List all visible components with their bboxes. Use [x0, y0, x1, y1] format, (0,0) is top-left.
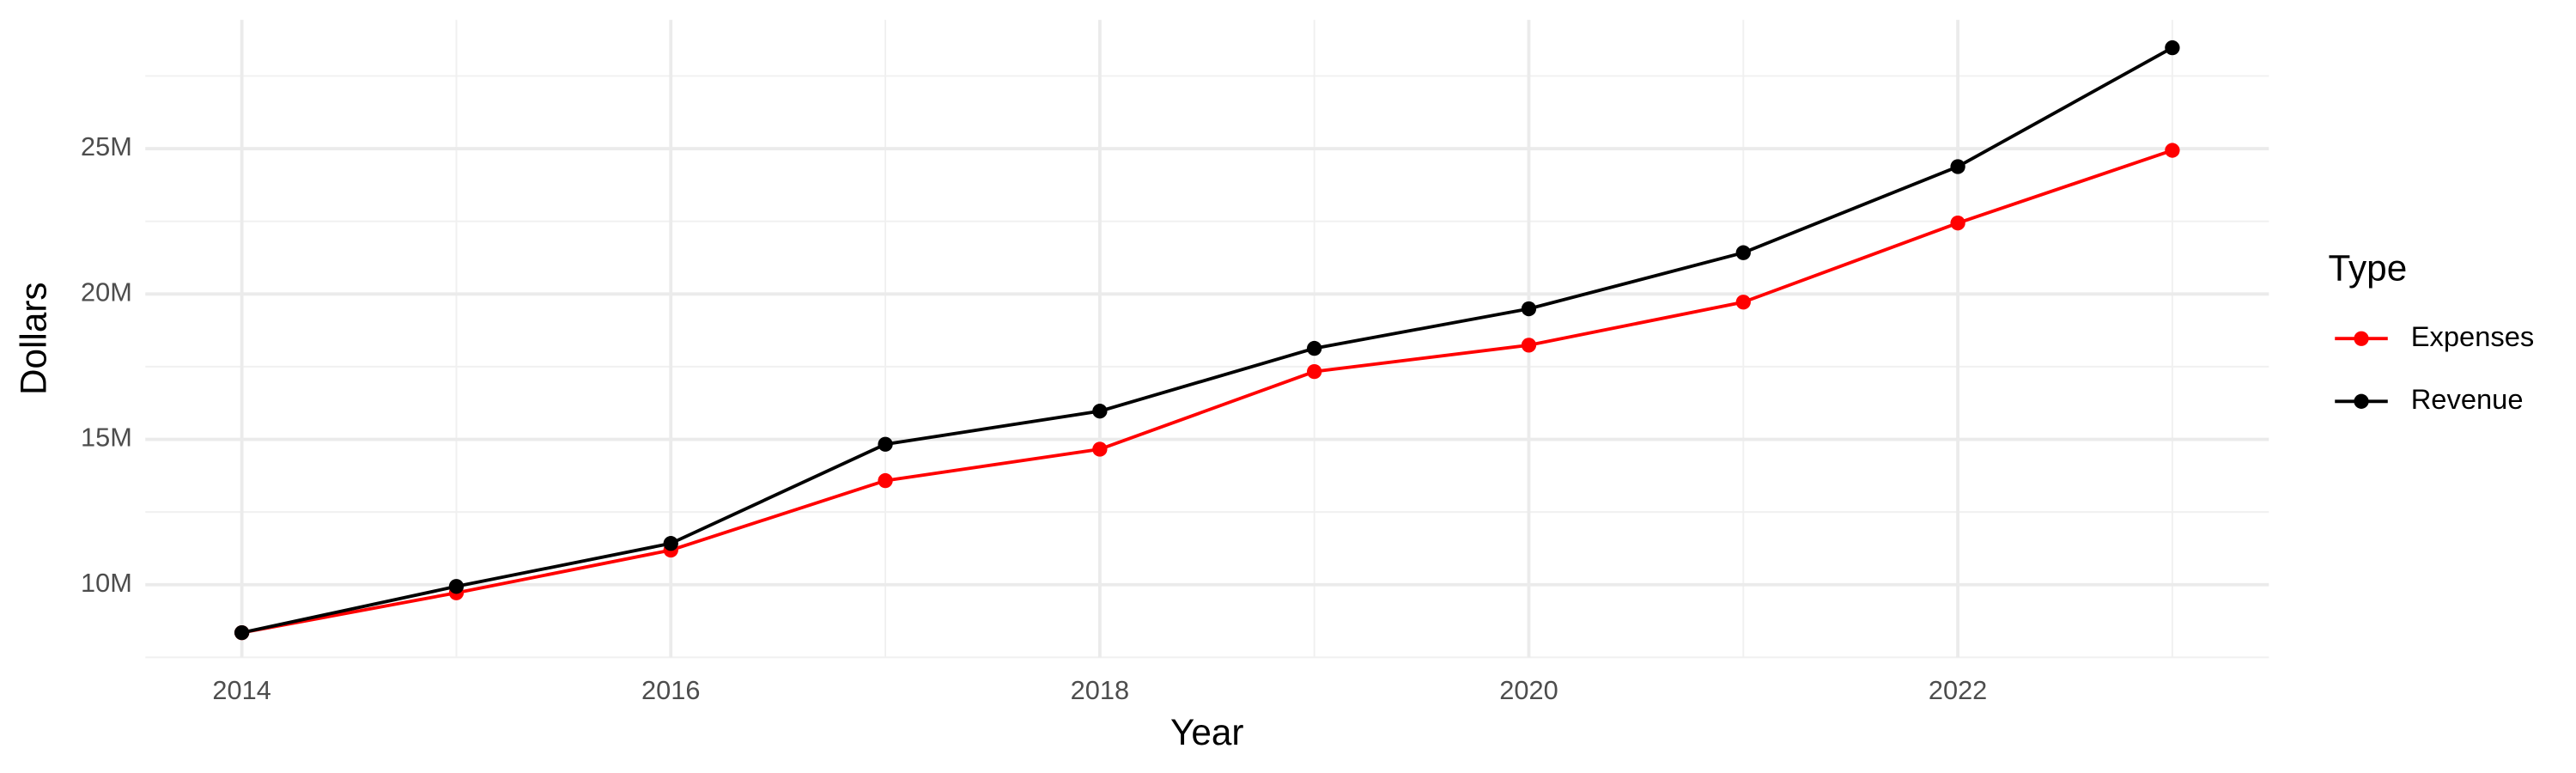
legend-key-point	[2354, 331, 2369, 346]
data-point	[1307, 363, 1322, 380]
data-point	[1092, 404, 1108, 419]
x-axis-title: Year	[1170, 712, 1243, 752]
x-tick-label: 2020	[1499, 675, 1558, 705]
data-point	[1521, 338, 1537, 353]
data-point	[1950, 216, 1965, 231]
series-line	[241, 149, 2173, 635]
legend-title: Type	[2329, 248, 2408, 289]
data-point	[448, 579, 465, 594]
data-point	[2165, 40, 2180, 56]
data-point	[234, 624, 250, 641]
y-tick-label: 25M	[81, 131, 132, 161]
y-tick-label: 10M	[81, 568, 132, 598]
data-point	[1521, 301, 1537, 317]
x-tick-label: 2022	[1929, 675, 1987, 705]
y-tick-label: 20M	[81, 277, 132, 307]
x-tick-label: 2016	[641, 675, 700, 705]
data-point	[1092, 441, 1108, 457]
y-axis-title: Dollars	[13, 282, 53, 395]
legend-label: Expenses	[2411, 320, 2535, 352]
legend-key-point	[2354, 393, 2369, 409]
data-point	[1950, 159, 1965, 174]
legend-label: Revenue	[2411, 383, 2524, 415]
y-tick-label: 15M	[81, 423, 132, 453]
data-point	[2165, 143, 2180, 158]
data-point	[1735, 245, 1751, 260]
data-point	[1735, 295, 1751, 310]
x-tick-label: 2018	[1071, 675, 1129, 705]
data-point	[663, 536, 678, 551]
data-point	[878, 472, 893, 489]
data-point	[1307, 340, 1322, 356]
data-point	[878, 436, 893, 452]
x-tick-label: 2014	[212, 675, 270, 705]
series-line	[241, 46, 2173, 635]
